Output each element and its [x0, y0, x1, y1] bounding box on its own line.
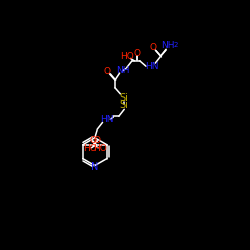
Text: Si: Si	[120, 93, 129, 103]
Text: HN: HN	[144, 62, 158, 71]
Text: HO: HO	[83, 144, 97, 153]
Text: O: O	[150, 43, 156, 52]
Text: O: O	[90, 136, 96, 144]
Text: N: N	[91, 162, 98, 172]
Text: O: O	[93, 136, 100, 144]
Text: HO: HO	[120, 52, 134, 62]
Text: NH: NH	[116, 66, 130, 75]
Text: Si: Si	[120, 100, 129, 110]
Text: HN: HN	[100, 115, 114, 124]
Text: HO: HO	[93, 144, 107, 153]
Text: O: O	[133, 49, 140, 58]
Text: 2: 2	[174, 42, 178, 48]
Text: NH: NH	[161, 41, 174, 50]
Text: O: O	[104, 67, 111, 76]
